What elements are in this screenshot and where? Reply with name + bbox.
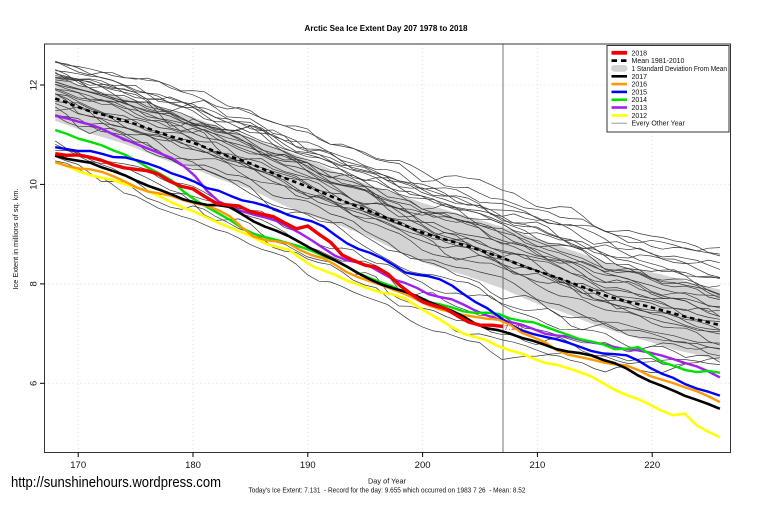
svg-text:2013: 2013 xyxy=(632,105,648,112)
svg-text:6: 6 xyxy=(29,381,40,386)
svg-text:210: 210 xyxy=(529,460,545,471)
svg-text:http://sunshinehours.wordpress: http://sunshinehours.wordpress.com xyxy=(11,475,221,491)
svg-text:10: 10 xyxy=(29,179,40,190)
svg-text:Mean 1981-2010: Mean 1981-2010 xyxy=(632,58,685,65)
svg-text:2016: 2016 xyxy=(632,82,648,89)
svg-text:Today's Ice Extent: 7.131 - R: Today's Ice Extent: 7.131 - Record for t… xyxy=(249,488,526,495)
svg-text:2012: 2012 xyxy=(632,113,648,120)
svg-text:Day of Year: Day of Year xyxy=(368,477,406,486)
svg-text:2017: 2017 xyxy=(632,74,648,81)
svg-text:8: 8 xyxy=(29,281,40,286)
svg-text:Every Other Year: Every Other Year xyxy=(632,121,686,128)
svg-text:200: 200 xyxy=(415,460,431,471)
svg-text:1 Standard Deviation From Mean: 1 Standard Deviation From Mean xyxy=(632,66,728,73)
svg-text:2018: 2018 xyxy=(632,50,648,57)
svg-text:12: 12 xyxy=(29,80,40,91)
svg-text:Arctic Sea Ice Extent Day 207: Arctic Sea Ice Extent Day 207 1978 to 20… xyxy=(305,23,468,33)
svg-text:190: 190 xyxy=(300,460,316,471)
svg-text:Ice Extent in millions of sq.: Ice Extent in millions of sq. km. xyxy=(13,188,20,289)
svg-text:180: 180 xyxy=(185,460,201,471)
svg-text:220: 220 xyxy=(644,460,660,471)
svg-text:2015: 2015 xyxy=(632,89,648,96)
svg-text:170: 170 xyxy=(70,460,86,471)
svg-text:2014: 2014 xyxy=(632,97,648,104)
